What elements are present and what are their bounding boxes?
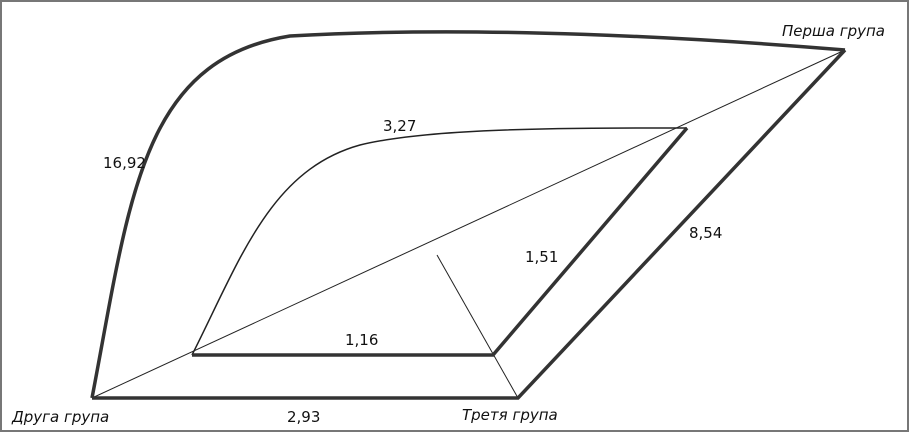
outer-edges [92,48,847,400]
edge-label: 1,16 [345,331,378,349]
edge-label: 2,93 [287,408,320,426]
node-label: Друга група [11,408,109,426]
node-label: Третя група [462,406,558,424]
axis-line [91,49,846,399]
edge-label: 3,27 [383,117,416,135]
edge-label: 16,92 [103,154,146,172]
node-label: Перша група [782,22,885,40]
axis-line [436,254,519,399]
outer-curve [90,30,846,399]
inner-edges [192,126,689,357]
inner-curve [191,127,688,356]
edge-label: 1,51 [525,248,558,266]
edge-label: 8,54 [689,224,722,242]
